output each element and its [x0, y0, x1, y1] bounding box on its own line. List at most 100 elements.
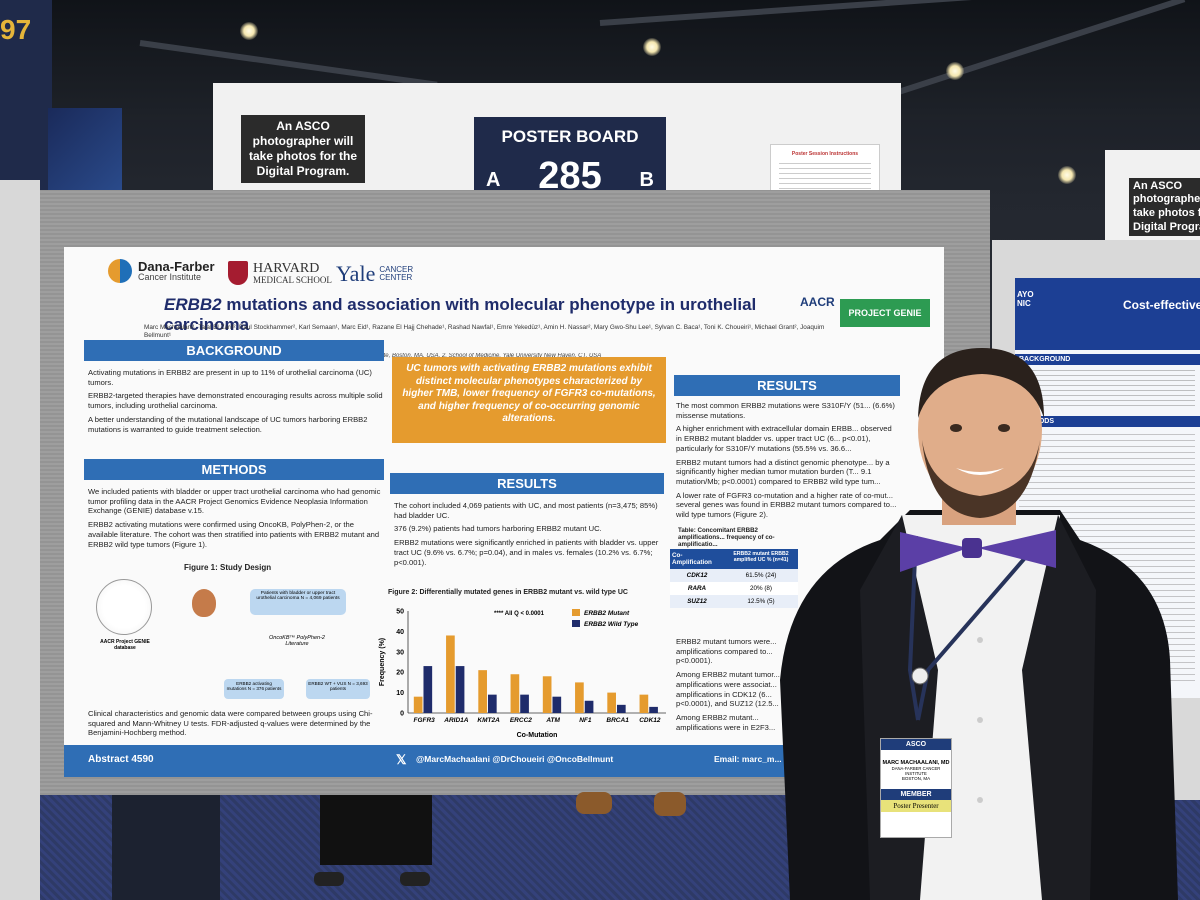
ceiling-light: [643, 38, 661, 56]
methods-bullet: Clinical characteristics and genomic dat…: [88, 709, 373, 738]
results-bullet: 376 (9.2%) patients had tumors harboring…: [394, 524, 602, 534]
table-cell: RARA: [687, 585, 707, 592]
harvard-sub: MEDICAL SCHOOL: [253, 274, 332, 285]
presenter: ASCO MARC MACHAALANI, MD DANA-FARBER CAN…: [760, 340, 1180, 900]
instructions-title: Poster Session Instructions: [791, 151, 859, 157]
table-cell: 12.5% (5): [747, 598, 775, 605]
table-header-cell: ERBB2 mutant ERBB2 amplified UC % (n=41): [733, 551, 789, 563]
badge-org: DANA-FARBER CANCER INSTITUTE: [891, 766, 941, 776]
figure1-title: Figure 1: Study Design: [184, 563, 272, 572]
results-right-text: The most common ERBB2 mutations were S31…: [676, 401, 898, 524]
table-cell: 61.5% (24): [745, 572, 777, 579]
photographer-notice-right: An ASCO photographer will take photos fo…: [1129, 178, 1200, 236]
ceiling-light: [946, 62, 964, 80]
bystander-shoe: [576, 792, 612, 814]
harvard-logo: HARVARD MEDICAL SCHOOL: [228, 261, 332, 285]
bystander-shoe: [400, 872, 430, 886]
yale-center: CENTER: [379, 273, 413, 282]
figure2-bar-chart: 0 10 20 30 40 50 FGFR3 ARID1A KMT2A ERCC2 ATM NF1 BR…: [379, 609, 666, 739]
genie-database-icon: [96, 579, 152, 635]
results-right-bullet: A lower rate of FGFR3 co-mutation and a …: [676, 490, 897, 520]
bystander-shoe: [654, 792, 686, 816]
significance-annotation: **** All Q < 0.0001: [494, 611, 545, 617]
x-tick-label: ARID1A: [443, 717, 469, 724]
background-text: Activating mutations in ERBB2 are presen…: [88, 368, 384, 438]
bar-cdk12-series-0: [639, 694, 649, 713]
bar-brca1-series-1: [616, 704, 626, 713]
bystander-shoe: [314, 872, 344, 886]
bar-nf1-series-0: [575, 682, 584, 713]
harvard-name: HARVARD: [253, 260, 320, 276]
x-tick-label: NF1: [579, 717, 592, 724]
x-logo-icon: 𝕏: [396, 752, 407, 767]
bar-atm-series-1: [552, 696, 562, 713]
x-axis-label: Co-Mutation: [517, 732, 558, 739]
poster-affiliations: 1. Department of Medical Oncology, Dana-…: [214, 353, 602, 359]
right-poster-section: BACKGROUND: [1015, 354, 1200, 365]
bar-arid1a-series-1: [455, 666, 465, 713]
bar-kmt2a-series-0: [478, 670, 487, 713]
x-tick-label: CDK12: [639, 717, 661, 724]
board-post-left: [0, 180, 40, 900]
results-right-bullet: ERBB2 mutant tumors were... amplificatio…: [676, 637, 777, 666]
dana-farber-logo: Dana-Farber Cancer Institute: [108, 259, 215, 283]
bystander-legs: [112, 795, 220, 900]
results-right-bullet: Among ERBB2 mutant... amplifications wer…: [676, 713, 776, 732]
side-a-label: A: [486, 169, 501, 191]
y-tick-label: 30: [396, 649, 404, 656]
patients-box: Patients with bladder or upper tract uro…: [250, 589, 346, 615]
right-poster-header: AYO NIC Cost-effective...: [1015, 278, 1200, 350]
badge-event: ASCO: [881, 739, 951, 750]
bar-atm-series-0: [542, 676, 552, 713]
table-header-cell: Co-Amplification: [672, 552, 712, 566]
project-genie-logo: PROJECT GENIE: [840, 299, 930, 327]
methods-header: METHODS: [84, 459, 384, 480]
ceiling-light: [240, 22, 258, 40]
abstract-number: Abstract 4590: [88, 754, 154, 765]
legend-swatch-0: [572, 609, 580, 616]
bar-arid1a-series-0: [446, 635, 455, 713]
scientific-poster: Dana-Farber Cancer Institute HARVARD MED…: [64, 247, 944, 777]
legend-label-1: ERBB2 Wild Type: [584, 621, 639, 628]
coamplification-table: Co-Amplification ERBB2 mutant ERBB2 ampl…: [670, 549, 798, 608]
poster-title-gene: ERBB2: [164, 295, 222, 314]
key-finding-box: UC tumors with activating ERBB2 mutation…: [392, 357, 666, 443]
results-right-text-2: ERBB2 mutant tumors were... amplificatio…: [676, 637, 806, 736]
legend-label-0: ERBB2 Mutant: [584, 610, 630, 617]
x-tick-label: KMT2A: [477, 717, 500, 724]
results-right-bullet: Among ERBB2 mutant tumor... amplificatio…: [676, 670, 780, 709]
y-tick-label: 40: [396, 629, 404, 636]
results-middle-text: The cohort included 4,069 patients with …: [394, 501, 664, 571]
y-tick-label: 10: [396, 690, 404, 697]
poster-title: ERBB2 mutations and association with mol…: [164, 295, 804, 335]
legend-swatch-1: [572, 620, 580, 627]
edge-number: 97: [0, 14, 32, 45]
table-row: RARA 20% (8): [670, 582, 798, 595]
badge-city: BOSTON, MA: [901, 776, 931, 781]
badge-role: Poster Presenter: [881, 800, 951, 812]
results-header-middle: RESULTS: [390, 473, 664, 494]
study-design-diagram: AACR Project GENIE database Patients wit…: [92, 577, 382, 707]
bar-nf1-series-1: [584, 700, 594, 713]
bar-ercc2-series-1: [520, 694, 529, 713]
photographer-notice: An ASCO photographer will take photos fo…: [241, 115, 365, 183]
bladder-icon: [192, 589, 216, 617]
table-cell: CDK12: [686, 572, 708, 579]
y-tick-label: 20: [396, 670, 404, 677]
background-bullet: Activating mutations in ERBB2 are presen…: [88, 368, 372, 387]
wildtype-box: ERBB2 WT + VUS N = 3,693 patients: [306, 679, 370, 699]
yale-name: Yale: [336, 261, 376, 286]
figure2-title: Figure 2: Differentially mutated genes i…: [388, 589, 628, 596]
dana-farber-icon: [108, 259, 132, 283]
results-right-bullet: ERBB2 mutant tumors had a distinct genom…: [676, 457, 890, 487]
social-handles: @MarcMachaalani @DrChoueiri @OncoBellmun…: [416, 754, 614, 764]
y-axis-label: Frequency (%): [379, 638, 386, 686]
background-bullet: ERBB2-targeted therapies have demonstrat…: [88, 391, 383, 411]
yale-cancer: CANCER: [379, 265, 414, 274]
bar-cdk12-series-1: [649, 706, 658, 713]
y-tick-label: 0: [400, 711, 404, 718]
table-row: CDK12 61.5% (24): [670, 569, 798, 582]
poster-authors: Marc Machaalani¹, Talal El Zarif², Paul …: [144, 324, 825, 339]
side-b-label: B: [639, 169, 654, 191]
